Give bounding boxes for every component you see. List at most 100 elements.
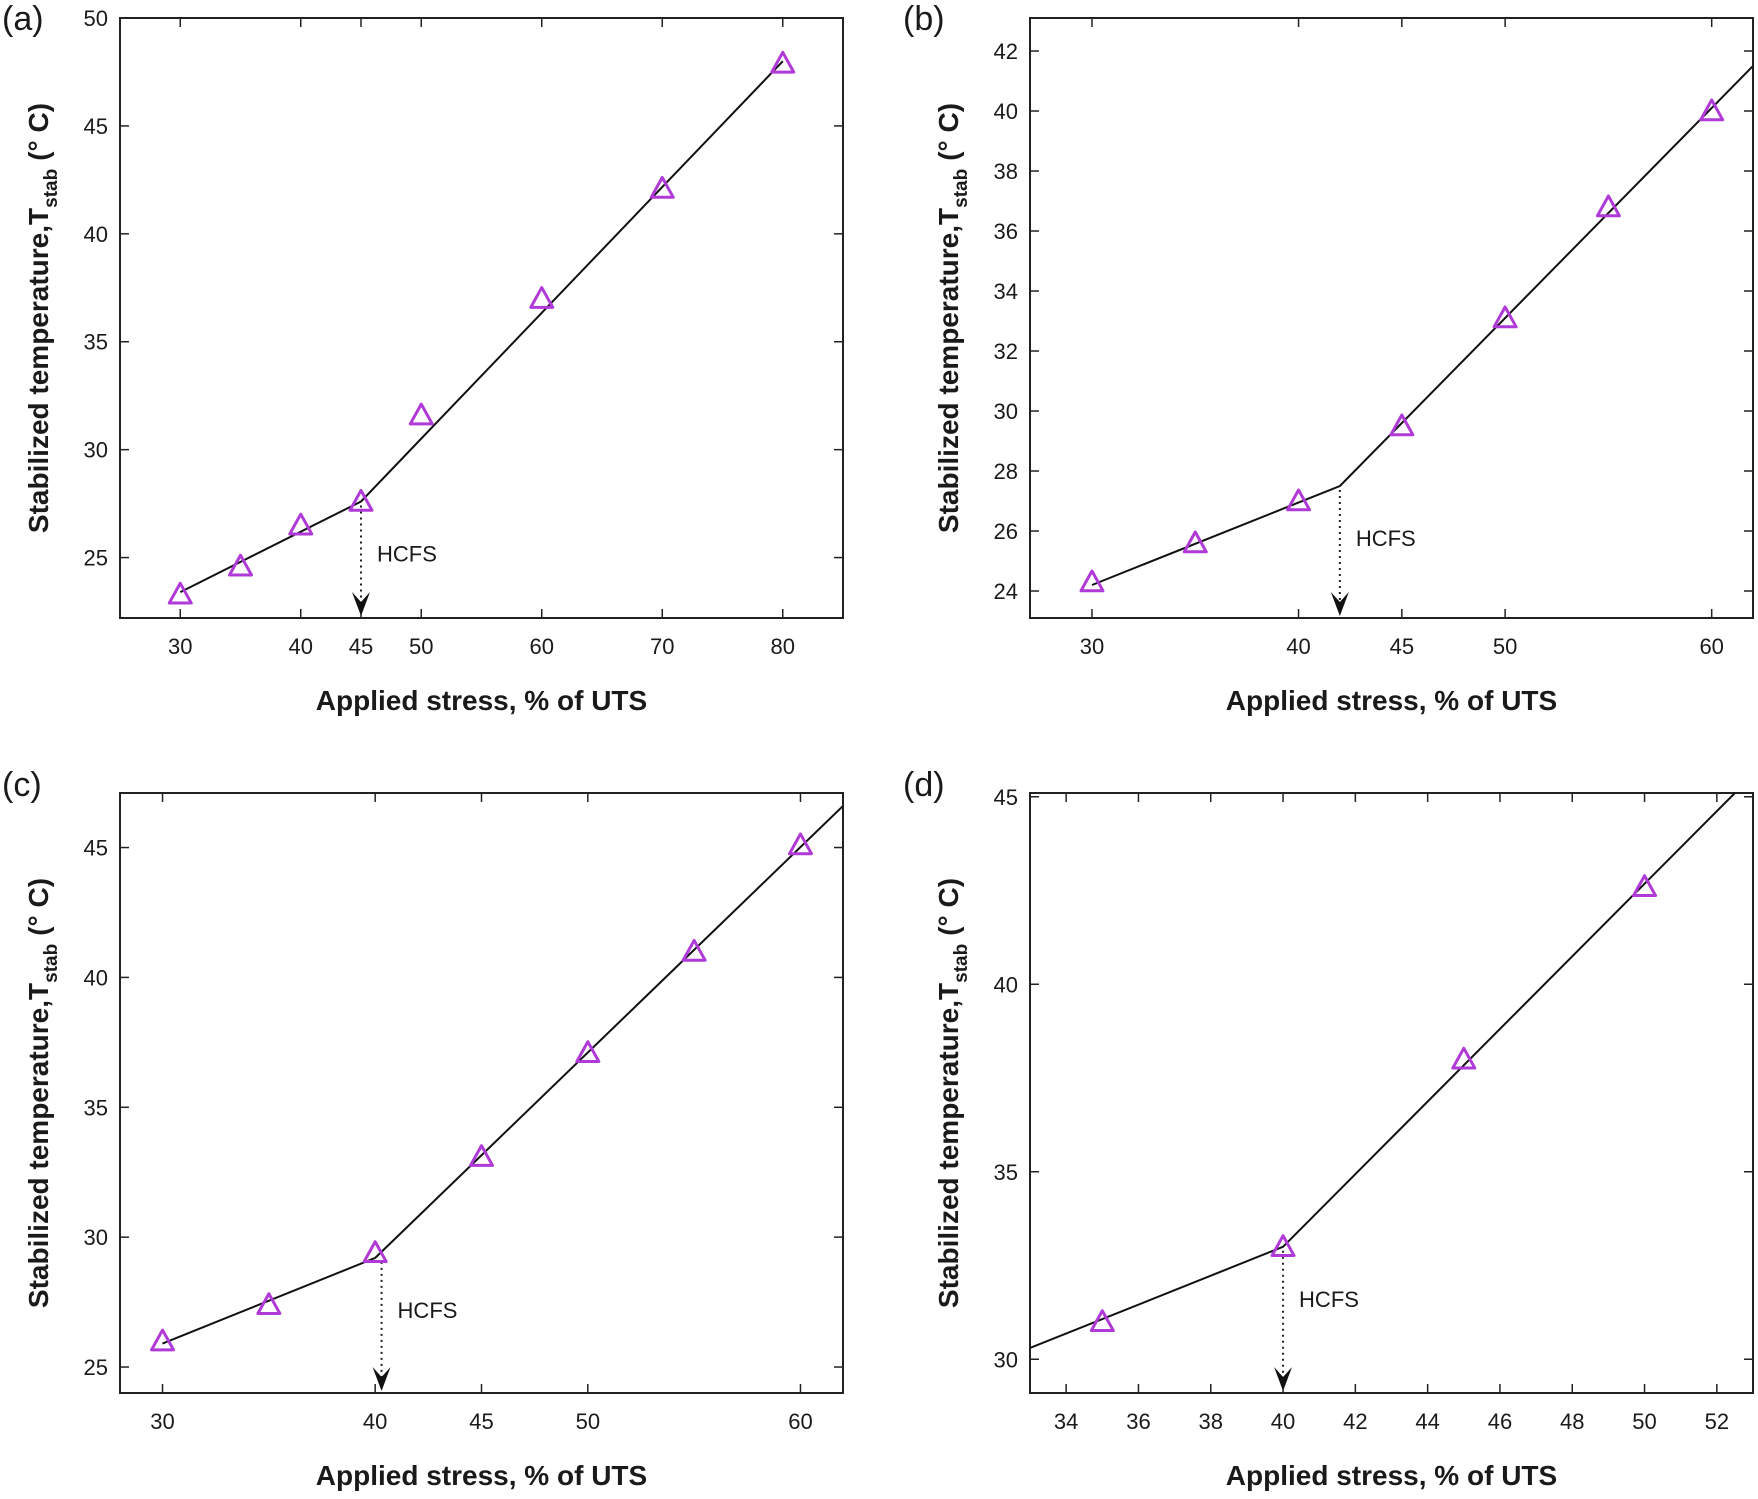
x-tick-label: 30: [150, 1409, 174, 1434]
data-point-triangle: [1182, 530, 1208, 554]
plot-frame: [1029, 792, 1754, 1394]
x-tick-label: 40: [289, 634, 313, 659]
y-tick-label: 45: [994, 785, 1018, 810]
x-tick-label: 60: [788, 1409, 812, 1434]
chart-panel-1: (a) 30 40 45 50 60 70 80 25 30 35 40 45 50 Applied str…: [2, 0, 844, 716]
hcfs-arrow-head: [372, 1367, 391, 1391]
y-tick-label: 36: [994, 219, 1018, 244]
plot-frame: [1029, 17, 1754, 619]
data-point-triangle: [1089, 1309, 1115, 1333]
data-point-triangle: [1389, 413, 1415, 437]
data-point-triangle: [649, 176, 675, 199]
x-tick-label: 34: [1054, 1409, 1078, 1434]
data-point-triangle: [150, 1328, 176, 1352]
x-tick-label: 30: [1080, 634, 1104, 659]
hcfs-label: HCFS: [398, 1298, 458, 1323]
data-point-triangle: [1595, 194, 1621, 218]
y-tick-label: 30: [994, 1347, 1018, 1372]
panel-label: (b): [903, 0, 945, 38]
y-tick-label: 24: [994, 579, 1018, 604]
y-tick-label: 26: [994, 519, 1018, 544]
y-axis-title-subscript: stab: [41, 944, 62, 983]
data-point-triangle: [362, 1240, 388, 1264]
x-tick-label: 45: [349, 634, 373, 659]
y-tick-label: 40: [84, 222, 108, 247]
y-axis-title: Stabilized temperature,Tstab (° C): [933, 878, 972, 1308]
y-tick-label: 32: [994, 339, 1018, 364]
plot-area: [179, 60, 784, 593]
y-axis-title-subscript: stab: [951, 169, 972, 208]
hcfs-arrow-head: [1274, 1367, 1293, 1391]
x-tick-label: 36: [1126, 1409, 1150, 1434]
data-point-triangle: [256, 1292, 282, 1315]
y-tick-label: 25: [84, 1355, 108, 1380]
y-axis-title-unit: (° C): [933, 103, 964, 161]
plot-area: [1030, 793, 1736, 1349]
y-tick-label: 25: [84, 546, 108, 571]
y-axis-title-unit: (° C): [23, 878, 54, 936]
data-point-triangle: [167, 581, 193, 605]
x-tick-label: 46: [1488, 1409, 1512, 1434]
x-tick-label: 70: [650, 634, 674, 659]
y-tick-label: 40: [994, 99, 1018, 124]
x-tick-label: 80: [771, 634, 795, 659]
y-axis-title: Stabilized temperature,Tstab (° C): [23, 103, 62, 533]
x-tick-label: 45: [469, 1409, 493, 1434]
chart-panel-2: (b) 30 40 45 50 60 24 26 28 30 32 34 36 38 40 42 Applied…: [903, 0, 1754, 716]
plot-area: [1091, 65, 1753, 586]
y-axis-title: Stabilized temperature,Tstab (° C): [933, 103, 972, 533]
y-tick-label: 40: [84, 965, 108, 990]
x-tick-label: 48: [1560, 1409, 1584, 1434]
x-tick-label: 50: [409, 634, 433, 659]
y-tick-label: 40: [994, 972, 1018, 997]
fit-line: [1091, 65, 1753, 586]
data-point-triangle: [408, 402, 434, 426]
hcfs-arrow-head: [1330, 592, 1349, 616]
data-point-triangle: [770, 50, 796, 74]
x-axis-title: Applied stress, % of UTS: [316, 685, 647, 716]
hcfs-label: HCFS: [1299, 1287, 1359, 1312]
fit-line: [179, 60, 784, 593]
x-tick-label: 60: [530, 634, 554, 659]
data-point-triangle: [681, 938, 707, 962]
y-tick-label: 50: [84, 6, 108, 31]
x-tick-label: 42: [1343, 1409, 1367, 1434]
y-tick-label: 38: [994, 159, 1018, 184]
y-axis-title-main: Stabilized temperature,T: [933, 983, 964, 1308]
x-axis-title: Applied stress, % of UTS: [1226, 685, 1557, 716]
data-point-triangle: [228, 553, 253, 577]
chart-panel-4: (d) 34 36 38 40 42 44 46 48 50 52 30 35 40 45 Applied s…: [903, 766, 1754, 1491]
y-tick-label: 30: [84, 1225, 108, 1250]
x-axis-title: Applied stress, % of UTS: [316, 1460, 647, 1491]
chart-panel-3: (c) 30 40 45 50 60 25 30 35 40 45 Applied stress, %…: [2, 766, 844, 1491]
data-point-triangle: [348, 488, 374, 512]
x-tick-label: 50: [1493, 634, 1517, 659]
y-axis-title: Stabilized temperature,Tstab (° C): [23, 878, 62, 1308]
y-axis-title-main: Stabilized temperature,T: [23, 983, 54, 1308]
data-point-triangle: [1632, 874, 1658, 898]
y-tick-label: 30: [994, 399, 1018, 424]
x-tick-label: 50: [1632, 1409, 1656, 1434]
data-point-triangle: [1079, 569, 1105, 593]
y-tick-label: 35: [84, 1095, 108, 1120]
plot-frame: [119, 792, 844, 1394]
data-point-triangle: [787, 832, 813, 856]
x-axis-title: Applied stress, % of UTS: [1226, 1460, 1557, 1491]
data-point-triangle: [1492, 305, 1518, 329]
data-point-triangle: [1699, 98, 1725, 122]
y-tick-label: 45: [84, 836, 108, 861]
panel-label: (a): [2, 0, 44, 38]
hcfs-arrow-head: [352, 592, 370, 616]
y-axis-title-subscript: stab: [951, 944, 972, 983]
x-tick-label: 52: [1705, 1409, 1729, 1434]
fit-line: [1030, 793, 1736, 1349]
plot-area: [162, 805, 843, 1345]
data-point-triangle: [288, 512, 314, 536]
x-tick-label: 40: [1271, 1409, 1295, 1434]
x-tick-label: 38: [1199, 1409, 1223, 1434]
y-tick-label: 28: [994, 459, 1018, 484]
x-tick-label: 60: [1699, 634, 1723, 659]
hcfs-label: HCFS: [1356, 526, 1416, 551]
y-tick-label: 30: [84, 438, 108, 463]
